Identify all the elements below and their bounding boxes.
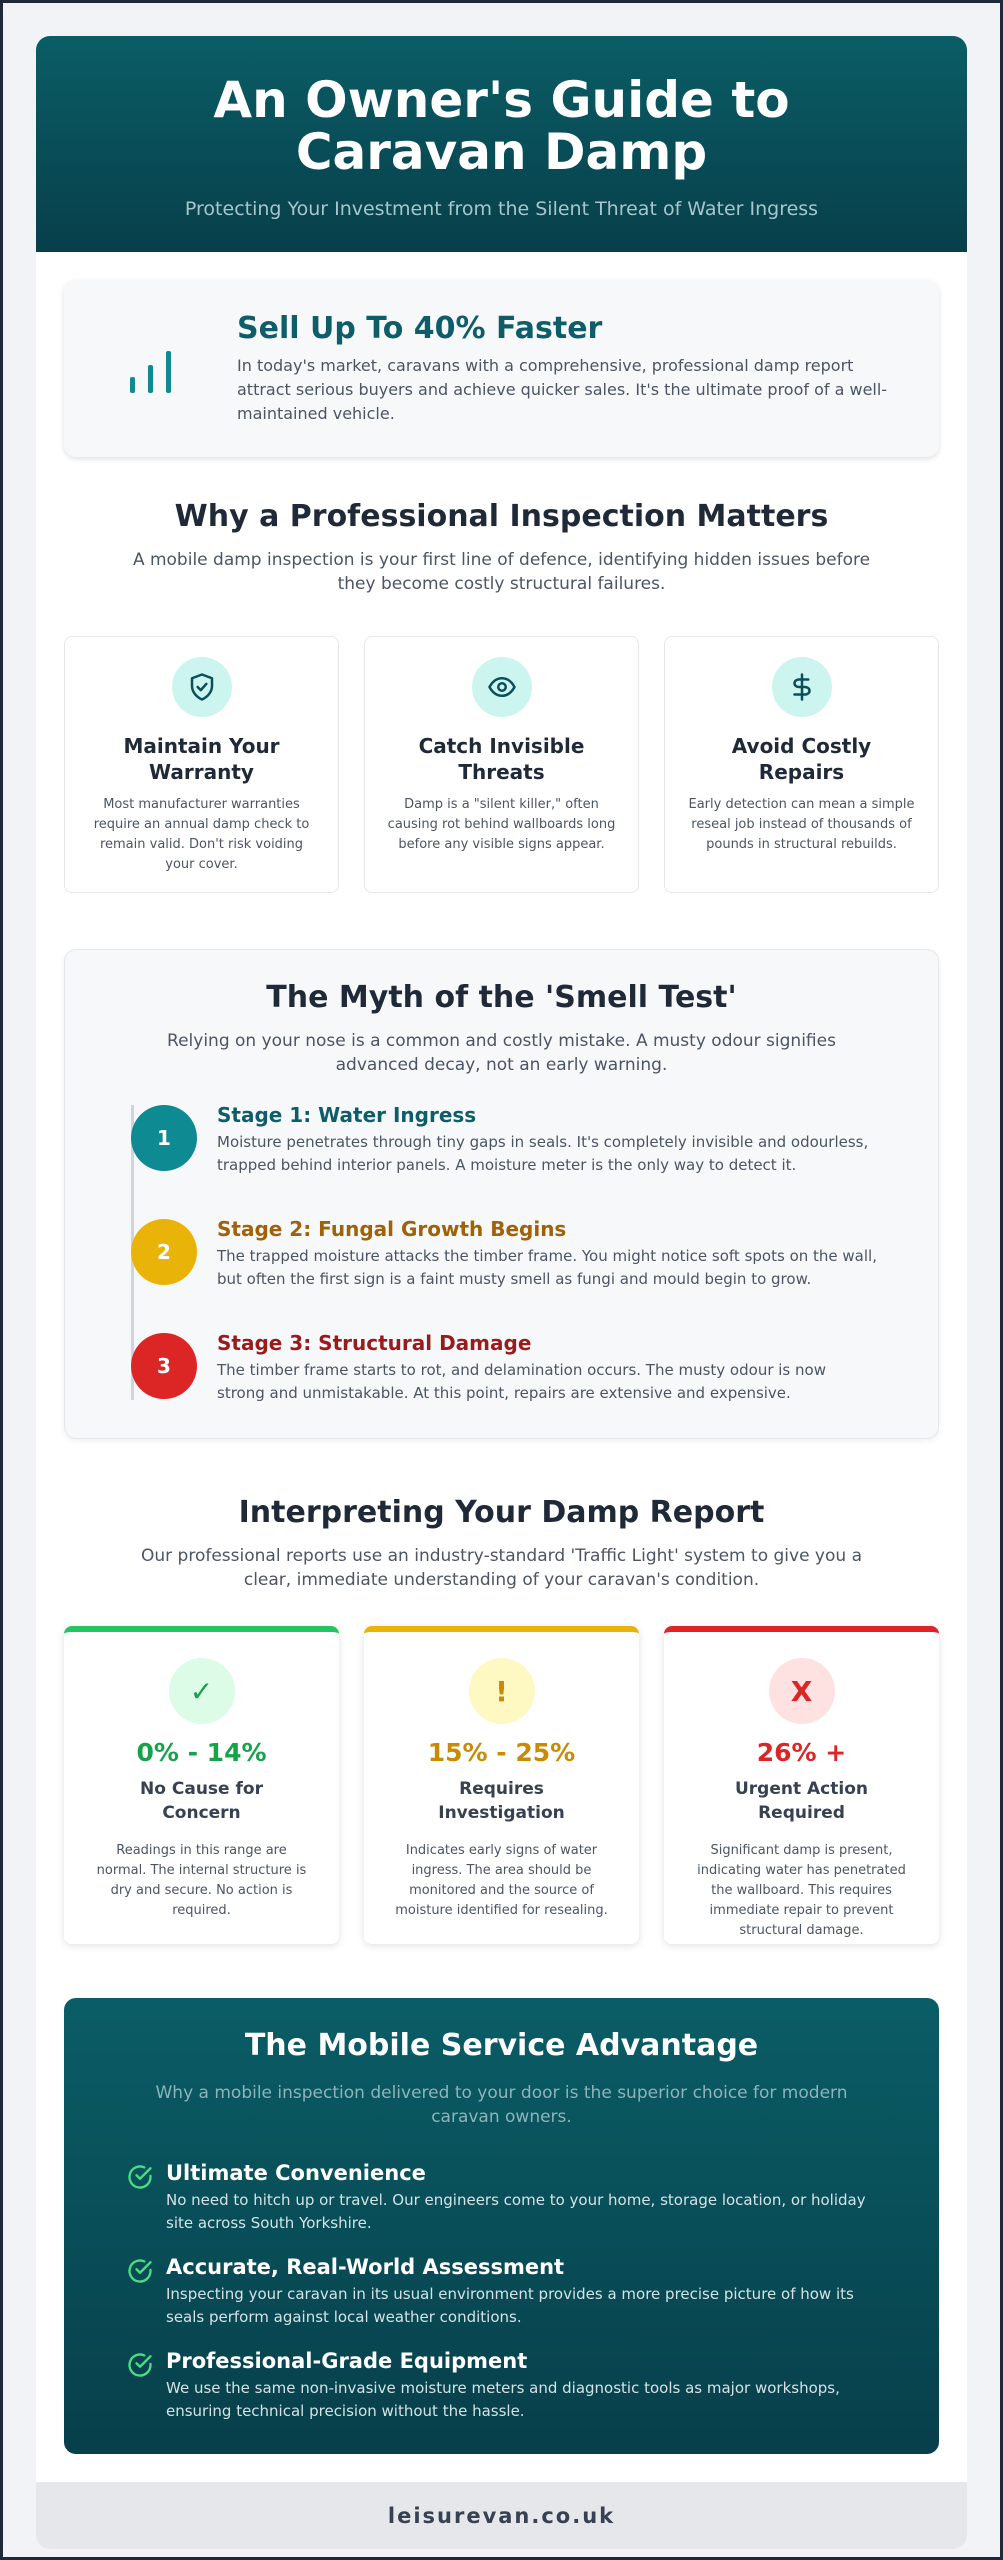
damp-report-section: Interpreting Your Damp Report Our profes… [64, 1495, 939, 1944]
check-circle-icon [128, 2259, 152, 2283]
stat-callout-card: Sell Up To 40% Faster In today's market,… [64, 280, 939, 457]
timeline-stage: 3 Stage 3: Structural Damage The timber … [131, 1331, 938, 1447]
stage-number-badge: 2 [131, 1219, 197, 1285]
status-text: Significant damp is present, indicating … [697, 1843, 906, 1938]
stage-number-badge: 3 [131, 1333, 197, 1399]
check-circle-icon [128, 2353, 152, 2377]
card-text: Most manufacturer warranties require an … [93, 797, 310, 872]
moisture-range: 0% - 14% [136, 1738, 267, 1767]
why-inspection-section: Why a Professional Inspection Matters A … [64, 499, 939, 893]
timeline-stage: 1 Stage 1: Water Ingress Moisture penetr… [131, 1103, 938, 1219]
page-frame: An Owner's Guide to Caravan Damp Protect… [3, 3, 1000, 2557]
feature-card-threats: Catch Invisible Threats Damp is a "silen… [364, 636, 639, 893]
moisture-range: 26% + [756, 1738, 847, 1767]
stat-description: In today's market, caravans with a compr… [237, 356, 888, 423]
advantage-item: Professional-Grade Equipment We use the … [126, 2349, 939, 2443]
stage-text: The timber frame starts to rot, and dela… [217, 1361, 826, 1402]
check-icon: ✓ [168, 1658, 235, 1724]
status-text: Indicates early signs of water ingress. … [395, 1843, 608, 1918]
stage-title: Stage 3: Structural Damage [217, 1331, 532, 1355]
exclamation-icon: ! [468, 1658, 535, 1724]
cross-icon: X [768, 1658, 835, 1724]
feature-card-warranty: Maintain Your Warranty Most manufacturer… [64, 636, 339, 893]
stage-title: Stage 1: Water Ingress [217, 1103, 477, 1127]
hero-banner: An Owner's Guide to Caravan Damp Protect… [36, 36, 967, 252]
eye-icon [487, 677, 516, 697]
advantage-title: Professional-Grade Equipment [166, 2349, 528, 2373]
card-title: Catch Invisible Threats [418, 734, 585, 784]
page-subtitle: Protecting Your Investment from the Sile… [184, 198, 819, 220]
section-intro: Our professional reports use an industry… [141, 1546, 862, 1590]
page-title: An Owner's Guide to Caravan Damp [213, 71, 790, 181]
section-title: Interpreting Your Damp Report [238, 1495, 765, 1530]
section-title: Why a Professional Inspection Matters [174, 499, 829, 534]
bar-chart-icon [130, 350, 171, 393]
card-title: Maintain Your Warranty [123, 734, 280, 784]
section-intro: A mobile damp inspection is your first l… [132, 550, 871, 594]
shield-check-icon [190, 673, 213, 701]
advantage-text: No need to hitch up or travel. Our engin… [166, 2191, 866, 2232]
infographic: An Owner's Guide to Caravan Damp Protect… [36, 36, 967, 2549]
timeline-stage: 2 Stage 2: Fungal Growth Begins The trap… [131, 1217, 938, 1333]
advantage-text: Inspecting your caravan in its usual env… [166, 2285, 854, 2326]
feature-card-repairs: Avoid Costly Repairs Early detection can… [664, 636, 939, 893]
traffic-light-card-red: X 26% + Urgent Action Required Significa… [664, 1626, 939, 1944]
stage-number-badge: 1 [131, 1105, 197, 1171]
stage-text: Moisture penetrates through tiny gaps in… [217, 1133, 869, 1174]
stage-text: The trapped moisture attacks the timber … [217, 1247, 877, 1288]
card-title: Avoid Costly Repairs [731, 734, 872, 784]
advantage-item: Ultimate Convenience No need to hitch up… [126, 2161, 939, 2255]
section-intro: Relying on your nose is a common and cos… [167, 1031, 836, 1075]
status-label: Urgent Action Required [734, 1779, 868, 1823]
traffic-light-card-green: ✓ 0% - 14% No Cause for Concern Readings… [64, 1626, 339, 1944]
check-circle-icon [128, 2165, 152, 2189]
card-text: Damp is a "silent killer," often causing… [387, 797, 616, 852]
smell-test-myth-section: The Myth of the 'Smell Test' Relying on … [64, 949, 939, 1439]
section-title: The Mobile Service Advantage [244, 2028, 759, 2063]
status-label: No Cause for Concern [140, 1779, 263, 1823]
traffic-light-card-amber: ! 15% - 25% Requires Investigation Indic… [364, 1626, 639, 1944]
dollar-icon [792, 673, 811, 701]
section-intro: Why a mobile inspection delivered to you… [155, 2083, 848, 2127]
section-title: The Myth of the 'Smell Test' [266, 980, 737, 1015]
damage-timeline: 1 Stage 1: Water Ingress Moisture penetr… [131, 1103, 938, 1447]
card-text: Early detection can mean a simple reseal… [688, 797, 915, 852]
advantage-item: Accurate, Real-World Assessment Inspecti… [126, 2255, 939, 2349]
advantage-title: Accurate, Real-World Assessment [166, 2255, 565, 2279]
status-label: Requires Investigation [438, 1779, 565, 1823]
mobile-advantage-section: The Mobile Service Advantage Why a mobil… [64, 1998, 939, 2454]
advantage-text: We use the same non-invasive moisture me… [166, 2379, 840, 2420]
advantage-title: Ultimate Convenience [166, 2161, 426, 2185]
website-link[interactable]: leisurevan.co.uk [387, 2503, 616, 2528]
moisture-range: 15% - 25% [427, 1738, 576, 1767]
stage-title: Stage 2: Fungal Growth Begins [217, 1217, 567, 1241]
site-footer: leisurevan.co.uk [36, 2482, 967, 2549]
status-text: Readings in this range are normal. The i… [96, 1843, 307, 1918]
stat-title: Sell Up To 40% Faster [237, 311, 603, 346]
